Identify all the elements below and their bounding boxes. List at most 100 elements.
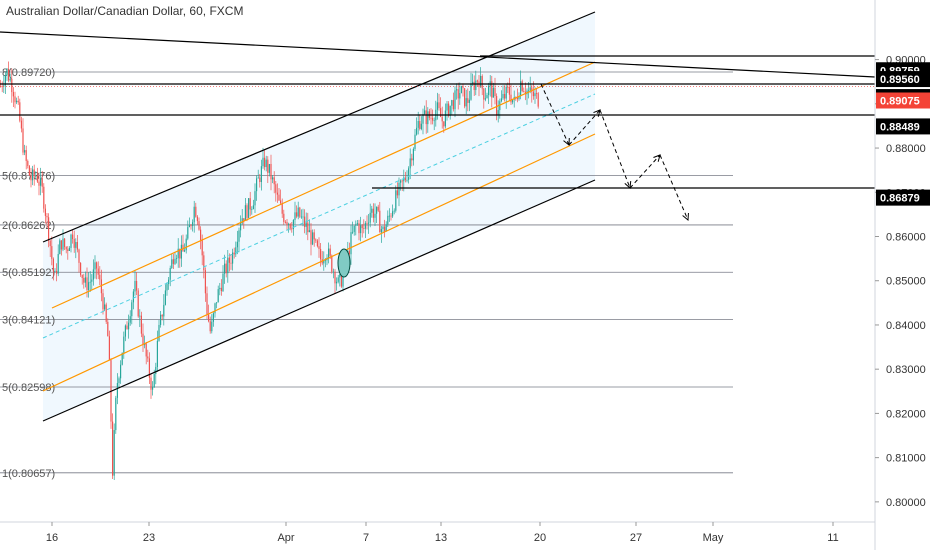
candle-body (348, 250, 350, 255)
candle-body (233, 252, 235, 255)
candle-body (204, 270, 206, 294)
candle-body (283, 213, 285, 222)
x-tick-label: 16 (46, 532, 58, 544)
candle-body (248, 198, 250, 218)
candle-body (76, 242, 78, 250)
candle-body (209, 321, 211, 332)
candle-body (43, 186, 45, 209)
candle-body (318, 246, 320, 249)
candle-body (155, 366, 157, 375)
candle-body (102, 293, 104, 310)
candle-body (212, 313, 214, 322)
candle-body (329, 248, 331, 256)
candle-body (254, 191, 256, 206)
candle-body (476, 80, 478, 82)
candle-body (196, 216, 198, 222)
candle-body (427, 111, 429, 125)
x-tick-label: 11 (827, 532, 838, 544)
candle-body (483, 88, 485, 100)
candle-body (360, 225, 362, 234)
candle-body (40, 178, 42, 186)
candle-body (408, 168, 410, 180)
candle-body (401, 180, 403, 182)
candle-body (97, 268, 99, 275)
candle-body (505, 86, 507, 99)
candle-body (486, 95, 488, 99)
candle-body (438, 102, 440, 109)
candle-body (89, 281, 91, 283)
candle-body (275, 184, 277, 193)
candle-body (94, 262, 96, 270)
candle-body (128, 322, 130, 330)
candle-body (502, 93, 504, 99)
candle-body (62, 238, 64, 250)
candle-body (492, 87, 494, 98)
candle-body (510, 94, 512, 103)
candle-body (137, 290, 139, 317)
x-tick-label: 27 (630, 532, 642, 544)
candle-body (11, 78, 13, 93)
candle-body (465, 98, 467, 107)
candle-body (136, 280, 138, 291)
candle-body (358, 223, 360, 234)
candle-body (36, 176, 38, 182)
candle-body (356, 223, 358, 225)
candle-body (320, 248, 322, 260)
candle-body (156, 340, 158, 367)
candle-body (104, 304, 106, 310)
candle-body (497, 110, 499, 115)
candle-body (145, 343, 147, 357)
x-tick-label: 13 (435, 532, 447, 544)
candle-body (374, 213, 376, 218)
candle-body (112, 421, 114, 476)
candle-body (240, 223, 242, 231)
candle-body (531, 87, 533, 92)
candle-body (313, 232, 315, 240)
candle-body (334, 271, 336, 284)
candle-body (491, 81, 493, 98)
price-label: 0.89075 (880, 96, 920, 108)
candle-body (340, 274, 342, 287)
candle-body (129, 316, 131, 323)
candle-body (70, 234, 72, 248)
candle-body (403, 177, 405, 182)
candle-body (304, 216, 306, 227)
price-label: 0.86879 (880, 193, 920, 205)
candle-body (3, 85, 5, 87)
y-tick-label: 0.88000 (886, 143, 926, 155)
candle-body (84, 277, 86, 283)
x-tick-label: May (703, 532, 724, 544)
projection-segment (659, 154, 689, 221)
candle-body (480, 75, 482, 88)
candle-body (324, 260, 326, 262)
candle-body (528, 90, 530, 92)
candle-body (500, 98, 502, 102)
candle-body (57, 254, 59, 274)
fib-level-label: 1(0.80657) (2, 468, 55, 480)
candle-body (80, 262, 82, 275)
candle-body (376, 206, 378, 214)
candle-body (96, 262, 98, 269)
candle-body (416, 127, 418, 135)
candle-body (508, 87, 510, 95)
candle-body (92, 269, 94, 280)
candle-body (192, 222, 194, 226)
candle-body (449, 105, 451, 116)
candle-body (448, 103, 450, 116)
candle-body (406, 179, 408, 181)
candle-body (107, 321, 109, 337)
candle-body (160, 314, 162, 325)
candle-body (537, 93, 539, 107)
projection-segment (599, 109, 631, 189)
candle-body (307, 222, 309, 233)
candle-body (206, 293, 208, 315)
time-axis: 16 23 Apr 7 13 20 27 May 11 (0, 521, 875, 544)
candle-body (46, 215, 48, 218)
candle-body (99, 274, 101, 280)
y-tick-label: 0.81000 (886, 453, 926, 465)
candle-body (452, 100, 454, 110)
projection-path (540, 83, 689, 222)
candle-body (12, 92, 14, 97)
candle-body (251, 209, 253, 210)
